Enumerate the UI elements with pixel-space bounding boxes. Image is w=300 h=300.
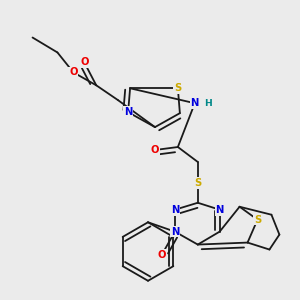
Text: S: S — [174, 83, 182, 93]
Text: H: H — [204, 99, 212, 108]
Text: N: N — [171, 226, 179, 237]
Text: O: O — [69, 68, 78, 77]
Text: O: O — [151, 145, 159, 155]
Text: O: O — [158, 250, 166, 260]
Text: S: S — [254, 215, 261, 225]
Text: N: N — [190, 98, 199, 108]
Text: N: N — [171, 205, 179, 215]
Text: O: O — [80, 57, 88, 68]
Text: N: N — [124, 107, 132, 117]
Text: N: N — [215, 205, 224, 215]
Text: S: S — [194, 178, 201, 188]
